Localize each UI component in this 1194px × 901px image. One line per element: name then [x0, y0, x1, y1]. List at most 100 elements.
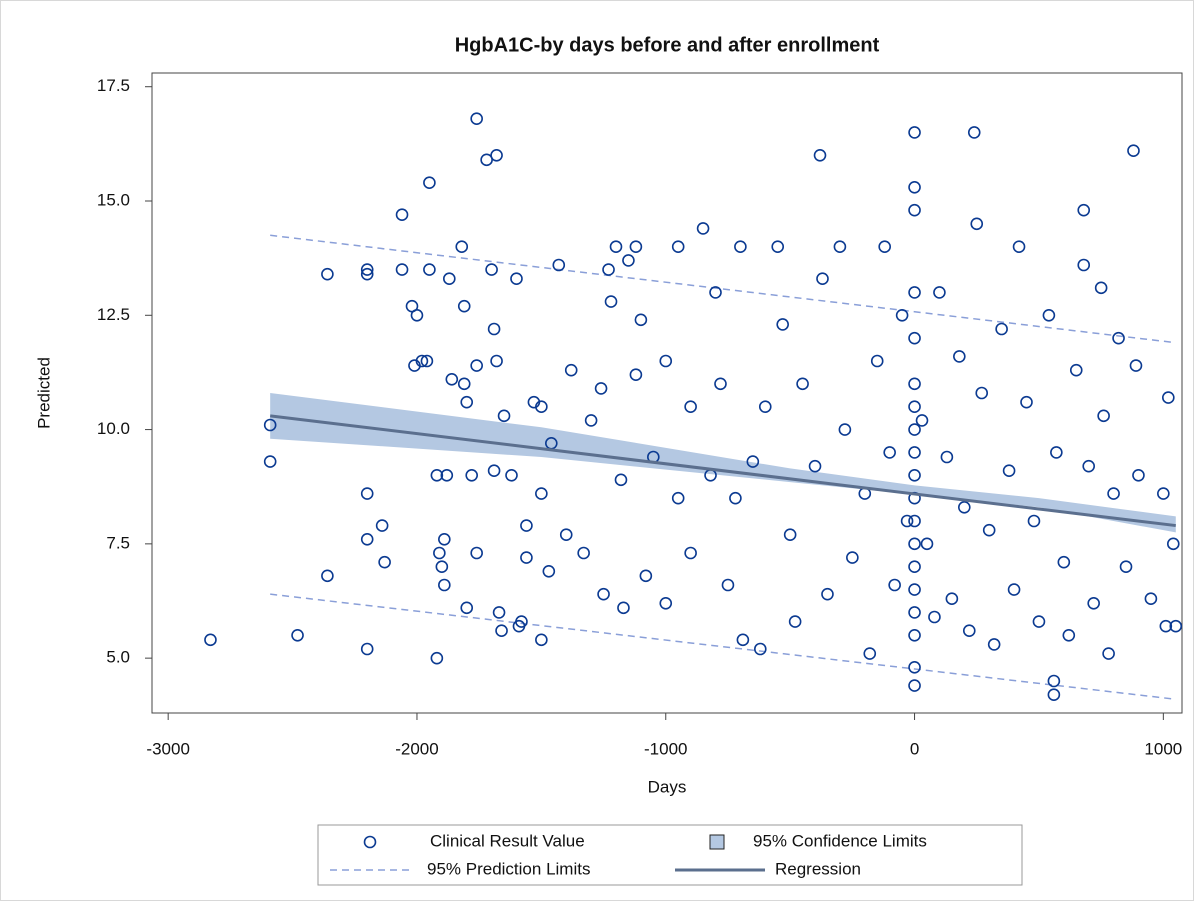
data-point [1107, 487, 1120, 500]
data-point [982, 523, 996, 537]
data-point [783, 528, 797, 542]
data-point [410, 308, 424, 322]
data-point [1159, 619, 1173, 633]
prediction-lower [270, 593, 1176, 701]
data-point [895, 308, 909, 322]
data-point [671, 491, 685, 505]
data-point [908, 560, 921, 574]
data-point [1129, 359, 1143, 372]
data-point [878, 240, 891, 254]
data-point [629, 368, 643, 382]
data-point [870, 354, 884, 368]
data-point [360, 532, 374, 546]
data-point [559, 528, 573, 542]
plot-area [151, 72, 1183, 714]
data-point [813, 148, 827, 162]
data-point [430, 651, 444, 665]
data-point [659, 596, 673, 610]
legend-label: Regression [775, 859, 861, 878]
data-point [821, 587, 834, 601]
data-point [510, 272, 523, 286]
y-tick-label: 7.5 [106, 533, 130, 552]
data-point [714, 377, 727, 391]
data-point [460, 601, 474, 615]
data-point [520, 519, 533, 532]
data-point [908, 423, 921, 436]
data-point [395, 208, 409, 222]
data-point [776, 318, 789, 331]
data-point [908, 203, 921, 217]
data-point [420, 354, 434, 368]
data-point [445, 372, 459, 386]
data-point [908, 446, 921, 459]
data-point [1127, 144, 1140, 158]
legend-label: Clinical Result Value [430, 831, 585, 850]
data-point [908, 180, 921, 194]
data-point [816, 272, 829, 286]
data-point [443, 272, 456, 286]
data-point [729, 491, 742, 505]
data-point [1112, 331, 1125, 345]
data-point [584, 414, 598, 427]
data-point [1069, 363, 1083, 377]
data-point [634, 313, 648, 327]
data-point [838, 423, 852, 436]
data-point [908, 400, 921, 414]
data-point [1020, 395, 1033, 409]
data-point [746, 455, 760, 468]
data-point [928, 610, 941, 624]
data-point [204, 633, 217, 647]
data-point [291, 628, 304, 642]
chart-title: HgbA1C-by days before and after enrollme… [455, 34, 880, 56]
x-tick-label: 1000 [1144, 739, 1182, 758]
y-tick-label: 12.5 [97, 305, 130, 324]
data-point [395, 263, 409, 276]
data-point [684, 400, 697, 414]
data-point [908, 583, 921, 596]
data-point [535, 487, 548, 500]
legend-label: 95% Confidence Limits [753, 831, 927, 850]
data-point [1087, 596, 1100, 610]
data-point [415, 354, 429, 368]
data-point [970, 217, 984, 231]
x-tick-label: -3000 [146, 739, 189, 758]
data-point [438, 578, 451, 592]
data-point [908, 331, 921, 345]
data-point [438, 532, 451, 546]
data-point [490, 354, 503, 368]
data-point [1027, 514, 1041, 528]
data-point [709, 286, 722, 299]
data-point [520, 551, 533, 564]
data-point [958, 500, 971, 514]
data-point [1097, 409, 1110, 423]
data-point [1042, 308, 1056, 322]
data-point [796, 377, 809, 391]
data-point [1062, 628, 1076, 642]
data-point [1082, 459, 1096, 473]
data-point [375, 519, 389, 532]
prediction-upper [270, 234, 1176, 344]
data-point [492, 606, 506, 619]
data-point [480, 153, 493, 167]
data-point [945, 592, 959, 606]
data-point [953, 350, 966, 363]
data-point [1057, 555, 1071, 569]
data-point [622, 254, 635, 267]
data-point [423, 176, 436, 190]
data-point [684, 546, 697, 560]
data-point [455, 240, 469, 254]
data-point [736, 633, 750, 647]
data-point [883, 446, 896, 459]
data-point [435, 560, 449, 574]
data-point [846, 551, 859, 564]
y-tick-label: 17.5 [97, 76, 130, 95]
data-point [908, 628, 921, 642]
data-point [734, 240, 747, 254]
data-point [788, 615, 802, 628]
data-point [1157, 487, 1170, 500]
data-point [908, 679, 921, 692]
data-point [908, 660, 921, 674]
data-point [423, 263, 436, 276]
y-axis-label: Predicted [34, 357, 53, 429]
data-point [487, 464, 501, 478]
